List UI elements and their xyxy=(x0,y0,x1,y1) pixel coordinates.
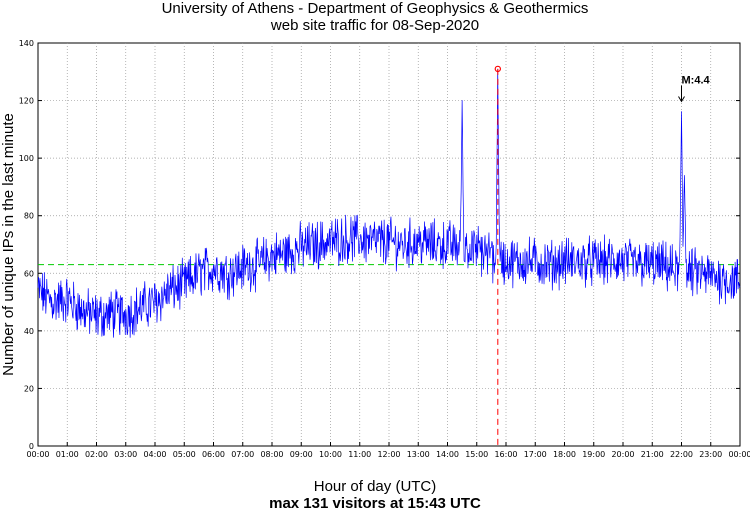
x-tick-label: 03:00 xyxy=(114,450,137,459)
x-tick-label: 20:00 xyxy=(611,450,634,459)
x-tick-label: 18:00 xyxy=(553,450,576,459)
y-tick-label: 20 xyxy=(24,384,34,393)
x-tick-label: 02:00 xyxy=(85,450,108,459)
traffic-series-line xyxy=(37,68,741,338)
x-tick-label: 09:00 xyxy=(290,450,313,459)
x-axis-sublabel: max 131 visitors at 15:43 UTC xyxy=(269,495,481,512)
chart-title: University of Athens - Department of Geo… xyxy=(161,0,589,17)
x-tick-label: 16:00 xyxy=(494,450,517,459)
x-axis-label: Hour of day (UTC) xyxy=(313,478,437,495)
x-tick-label: 00:00 xyxy=(728,450,750,459)
x-tick-label: 22:00 xyxy=(670,450,693,459)
y-tick-label: 140 xyxy=(19,39,34,48)
y-tick-label: 40 xyxy=(24,327,34,336)
x-tick-label: 04:00 xyxy=(143,450,166,459)
y-tick-label: 60 xyxy=(24,269,34,278)
x-tick-label: 19:00 xyxy=(582,450,605,459)
y-tick-label: 80 xyxy=(24,212,34,221)
chart-subtitle: web site traffic for 08-Sep-2020 xyxy=(270,17,480,34)
y-axis-label: Number of unique IPs in the last minute xyxy=(0,113,17,376)
x-tick-label: 10:00 xyxy=(319,450,342,459)
annotation-label: M:4.4 xyxy=(682,74,711,86)
y-tick-label: 120 xyxy=(19,97,34,106)
x-tick-label: 00:00 xyxy=(26,450,49,459)
x-tick-label: 11:00 xyxy=(348,450,371,459)
x-tick-label: 08:00 xyxy=(260,450,283,459)
max-marker-point xyxy=(494,65,502,73)
x-tick-label: 23:00 xyxy=(699,450,722,459)
x-tick-label: 06:00 xyxy=(202,450,225,459)
x-tick-label: 13:00 xyxy=(407,450,430,459)
x-tick-label: 01:00 xyxy=(56,450,79,459)
x-tick-label: 17:00 xyxy=(524,450,547,459)
y-tick-label: 0 xyxy=(29,442,34,451)
x-tick-label: 05:00 xyxy=(173,450,196,459)
x-tick-label: 15:00 xyxy=(465,450,488,459)
x-tick-label: 07:00 xyxy=(231,450,254,459)
annotation-arrowhead xyxy=(678,96,685,103)
x-tick-label: 12:00 xyxy=(377,450,400,459)
y-tick-label: 100 xyxy=(19,154,34,163)
x-tick-label: 14:00 xyxy=(436,450,459,459)
x-tick-label: 21:00 xyxy=(641,450,664,459)
